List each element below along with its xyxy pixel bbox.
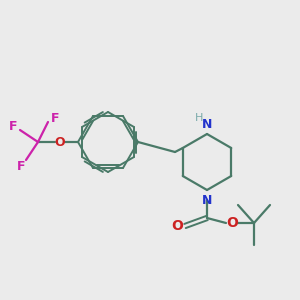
Text: F: F	[9, 121, 17, 134]
Text: F: F	[51, 112, 59, 125]
Text: O: O	[226, 216, 238, 230]
Text: O: O	[171, 219, 183, 233]
Text: O: O	[55, 136, 65, 148]
Text: F: F	[17, 160, 25, 173]
Text: N: N	[202, 194, 212, 206]
Text: H: H	[195, 113, 203, 123]
Text: N: N	[202, 118, 212, 130]
